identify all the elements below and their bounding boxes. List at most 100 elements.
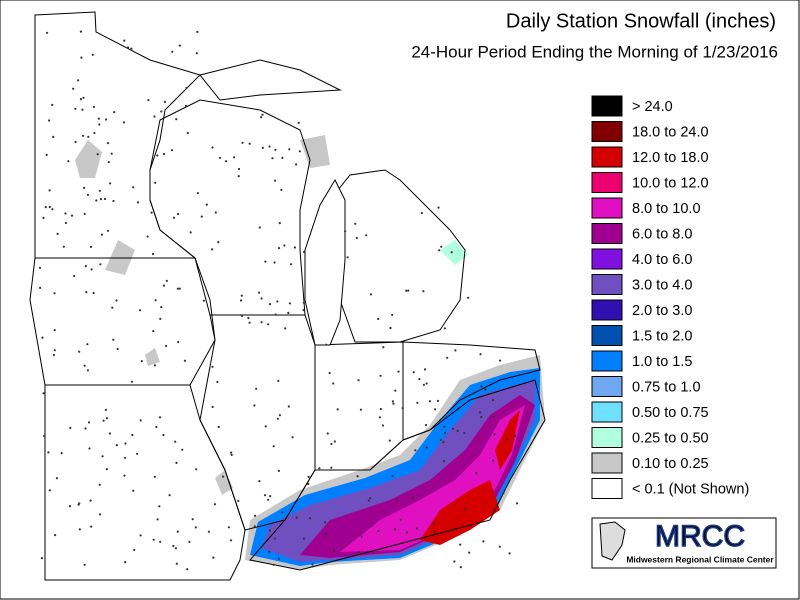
station-dot	[154, 299, 157, 302]
station-dot	[416, 401, 419, 404]
station-dot	[184, 104, 187, 107]
legend-label: 0.50 to 0.75	[632, 405, 709, 421]
station-dot	[92, 105, 95, 108]
station-dot	[277, 557, 280, 560]
station-dot	[283, 244, 286, 247]
station-dot	[78, 350, 81, 353]
legend-label: > 24.0	[632, 99, 673, 115]
station-dot	[162, 152, 166, 156]
station-dot	[278, 222, 281, 225]
station-dot	[391, 400, 394, 403]
station-dot	[293, 246, 296, 249]
station-dot	[83, 563, 86, 566]
legend-swatch	[591, 172, 623, 193]
station-dot	[216, 380, 219, 384]
station-dot	[287, 311, 290, 314]
station-dot	[260, 116, 263, 119]
station-dot	[155, 425, 158, 429]
station-dot	[258, 480, 261, 483]
station-dot	[241, 141, 244, 144]
station-dot	[382, 346, 385, 349]
station-dot	[86, 343, 89, 346]
station-dot	[479, 353, 482, 356]
station-dot	[53, 349, 56, 352]
station-dot	[109, 182, 112, 185]
station-dot	[415, 527, 418, 530]
station-dot	[152, 330, 155, 333]
station-dot	[446, 356, 449, 359]
station-dot	[97, 117, 100, 120]
station-dots	[38, 30, 519, 571]
station-dot	[272, 445, 275, 448]
station-dot	[264, 425, 267, 428]
legend-swatch	[591, 248, 623, 270]
station-dot	[139, 419, 142, 422]
station-dot	[346, 256, 349, 259]
legend-swatch	[591, 401, 623, 423]
station-dot	[174, 440, 177, 443]
station-dot	[112, 199, 115, 203]
station-dot	[274, 313, 277, 316]
station-dot	[163, 100, 166, 103]
station-dot	[261, 113, 264, 116]
station-dot	[267, 498, 270, 501]
station-dot	[370, 524, 374, 527]
station-dot	[290, 263, 293, 266]
station-dot	[255, 387, 258, 390]
station-dot	[392, 402, 395, 405]
station-dot	[269, 495, 272, 498]
station-dot	[183, 359, 186, 362]
station-dot	[295, 163, 298, 166]
station-dot	[484, 388, 487, 391]
station-dot	[499, 359, 502, 362]
legend-swatch	[591, 146, 623, 168]
station-dot	[414, 449, 417, 452]
station-dot	[153, 364, 157, 367]
station-dot	[185, 86, 188, 90]
station-dot	[443, 460, 446, 463]
station-dot	[324, 521, 327, 524]
station-dot	[67, 160, 70, 163]
station-dot	[90, 525, 93, 528]
station-dot	[356, 475, 359, 478]
station-dot	[420, 211, 423, 215]
station-dot	[139, 309, 142, 312]
legend-label: 18.0 to 24.0	[632, 124, 709, 140]
station-dot	[136, 201, 140, 204]
station-dot	[85, 291, 88, 294]
station-dot	[456, 429, 459, 432]
legend-swatch	[591, 350, 623, 372]
station-dot	[186, 131, 189, 135]
station-dot	[175, 118, 178, 121]
station-dot	[515, 502, 519, 505]
station-dot	[277, 379, 280, 382]
station-dot	[43, 434, 46, 438]
station-dot	[186, 568, 189, 571]
station-dot	[195, 52, 198, 55]
station-dot	[311, 563, 314, 566]
station-dot	[359, 408, 362, 411]
station-dot	[480, 415, 483, 419]
station-dot	[147, 99, 150, 102]
station-dot	[92, 291, 95, 295]
station-dot	[42, 216, 45, 219]
station-dot	[112, 338, 115, 341]
station-dot	[105, 468, 108, 471]
station-dot	[181, 448, 184, 451]
station-dot	[395, 498, 398, 501]
station-dot	[454, 349, 457, 352]
station-dot	[113, 111, 116, 114]
station-dot	[482, 540, 485, 543]
station-dot	[79, 98, 82, 101]
station-dot	[214, 211, 217, 214]
station-dot	[287, 405, 290, 408]
station-dot	[90, 268, 93, 271]
station-dot	[82, 134, 85, 137]
station-dot	[146, 235, 149, 238]
station-dot	[467, 296, 470, 299]
station-dot	[240, 294, 243, 297]
station-dot	[230, 539, 233, 542]
station-dot	[377, 530, 380, 533]
station-dot	[150, 211, 153, 214]
station-dot	[498, 545, 501, 548]
